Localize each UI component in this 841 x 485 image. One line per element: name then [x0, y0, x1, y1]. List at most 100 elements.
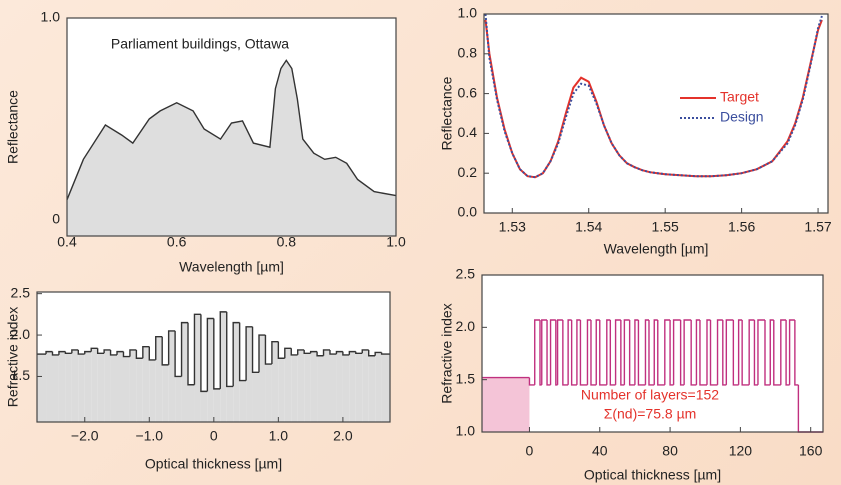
- plot-data: [66, 59, 397, 237]
- layer-fill: [252, 372, 259, 422]
- layer: [206, 317, 214, 392]
- layer-fill: [278, 358, 285, 422]
- x-tick-label: 1.56: [728, 219, 755, 235]
- layer: [167, 330, 176, 365]
- layer-fill: [375, 352, 382, 422]
- layer-fill: [342, 354, 350, 422]
- layer: [628, 320, 635, 386]
- series-line: [484, 19, 823, 179]
- layer: [709, 320, 718, 386]
- y-tick-label: 1.0: [456, 423, 476, 439]
- layer: [664, 319, 671, 385]
- layer: [361, 349, 369, 354]
- x-axis-label: Wavelength [µm]: [604, 241, 709, 257]
- layer-fill: [149, 359, 156, 422]
- layer: [757, 319, 765, 385]
- annotation: Σ(nd)=75.8 µm: [604, 406, 697, 422]
- layer: [541, 319, 548, 385]
- x-tick-label: 0.6: [167, 234, 187, 250]
- layer-fill: [239, 380, 247, 422]
- layer-fill: [304, 353, 311, 422]
- layer-fill: [200, 391, 208, 422]
- layer-fill: [336, 351, 343, 422]
- layer-fill: [297, 349, 305, 422]
- plot-data: [37, 311, 390, 422]
- layer: [690, 320, 697, 386]
- layer-fill: [37, 354, 47, 422]
- layer: [142, 345, 150, 359]
- layer-fill: [91, 348, 98, 422]
- layer: [653, 319, 658, 385]
- x-tick-label: 0: [526, 443, 534, 459]
- layer: [213, 318, 221, 390]
- layer: [90, 347, 98, 352]
- layer: [623, 319, 630, 385]
- layer-fill: [52, 354, 59, 422]
- layer: [556, 319, 563, 385]
- layer: [193, 313, 201, 385]
- layer: [732, 320, 739, 386]
- layer: [245, 326, 253, 381]
- layer: [599, 320, 607, 386]
- layer-fill: [136, 358, 143, 422]
- x-tick-label: 0.4: [57, 234, 77, 250]
- layer: [148, 346, 156, 361]
- layer: [380, 352, 390, 355]
- x-tick-label: 1.57: [804, 219, 831, 235]
- layer: [562, 320, 569, 386]
- layer: [96, 348, 105, 354]
- layer-fill: [362, 349, 369, 422]
- layer-fill: [65, 353, 72, 422]
- layer: [695, 319, 700, 385]
- plot-area: [484, 14, 828, 213]
- layer: [620, 320, 625, 386]
- layer-fill: [329, 354, 337, 422]
- x-tick-label: 1.55: [652, 219, 679, 235]
- layer: [58, 350, 66, 355]
- layer: [226, 311, 234, 388]
- layer: [129, 349, 137, 357]
- y-tick-label: 1.0: [41, 9, 61, 25]
- y-tick-label: 1.0: [458, 5, 478, 21]
- layer: [579, 320, 588, 386]
- layer: [368, 349, 376, 357]
- plot-frame: [36, 291, 391, 423]
- layer: [135, 349, 143, 359]
- x-axis-label: Wavelength [µm]: [179, 259, 284, 275]
- layer: [103, 349, 111, 354]
- legend-label: Design: [720, 109, 764, 125]
- x-tick-label: −1.0: [135, 428, 163, 444]
- silhouette-fill: [67, 60, 396, 237]
- y-axis-label: Reflectance: [5, 90, 21, 164]
- layer: [648, 320, 655, 386]
- layer: [322, 349, 330, 356]
- layer: [187, 322, 195, 386]
- layer-fill: [271, 341, 279, 422]
- x-tick-label: 1.0: [269, 428, 289, 444]
- layer-fill: [194, 314, 201, 422]
- layer: [780, 319, 787, 385]
- layer: [764, 320, 771, 386]
- layer-fill: [123, 356, 130, 422]
- layer: [769, 319, 774, 385]
- layer-fill: [291, 354, 298, 422]
- y-tick-label: 0.8: [458, 45, 478, 61]
- layer: [355, 351, 363, 354]
- y-tick-label: 2.0: [11, 326, 31, 342]
- layer: [753, 320, 758, 386]
- legend-label: Target: [720, 89, 759, 105]
- layer: [657, 320, 665, 386]
- layer-fill: [142, 346, 150, 422]
- layer: [595, 319, 600, 385]
- layer: [348, 350, 356, 355]
- layer: [64, 351, 72, 354]
- layer: [706, 319, 711, 385]
- y-tick-label: 1.5: [456, 370, 476, 386]
- layer: [109, 349, 118, 356]
- layer-fill: [220, 311, 227, 422]
- layer: [609, 320, 616, 386]
- layer: [716, 319, 723, 385]
- layer: [122, 351, 130, 358]
- layer: [329, 349, 337, 355]
